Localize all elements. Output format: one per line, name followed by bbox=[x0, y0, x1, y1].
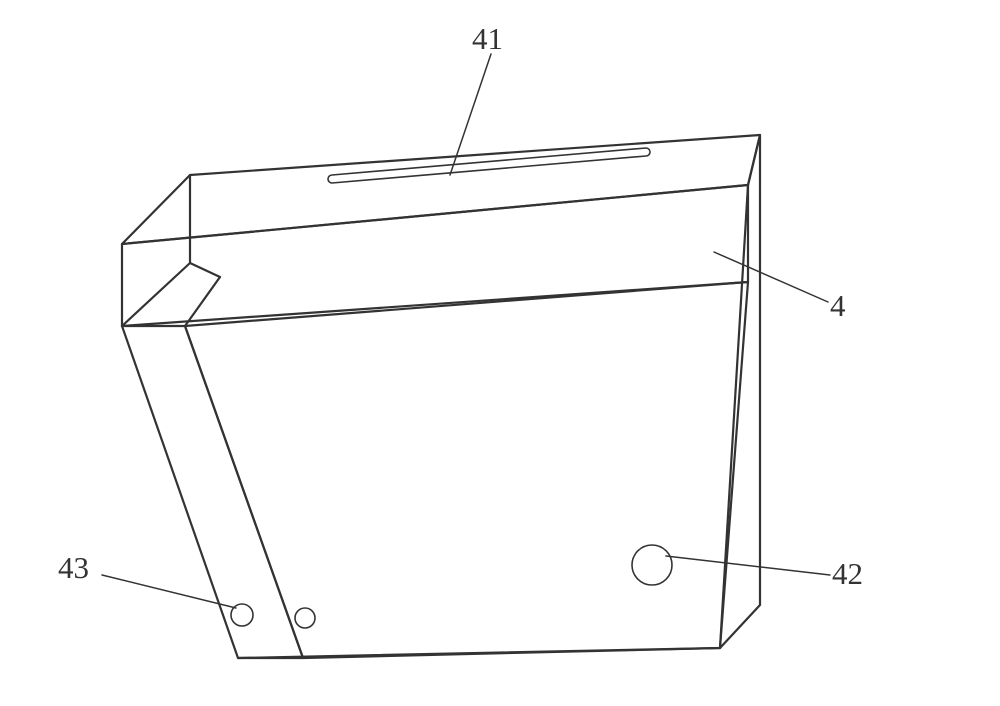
label-41: 41 bbox=[472, 21, 503, 57]
technical-drawing bbox=[0, 0, 1000, 706]
label-4: 4 bbox=[830, 288, 846, 324]
label-43: 43 bbox=[58, 550, 89, 586]
diagram-container: 41 4 42 43 bbox=[0, 0, 1000, 706]
label-42: 42 bbox=[832, 556, 863, 592]
